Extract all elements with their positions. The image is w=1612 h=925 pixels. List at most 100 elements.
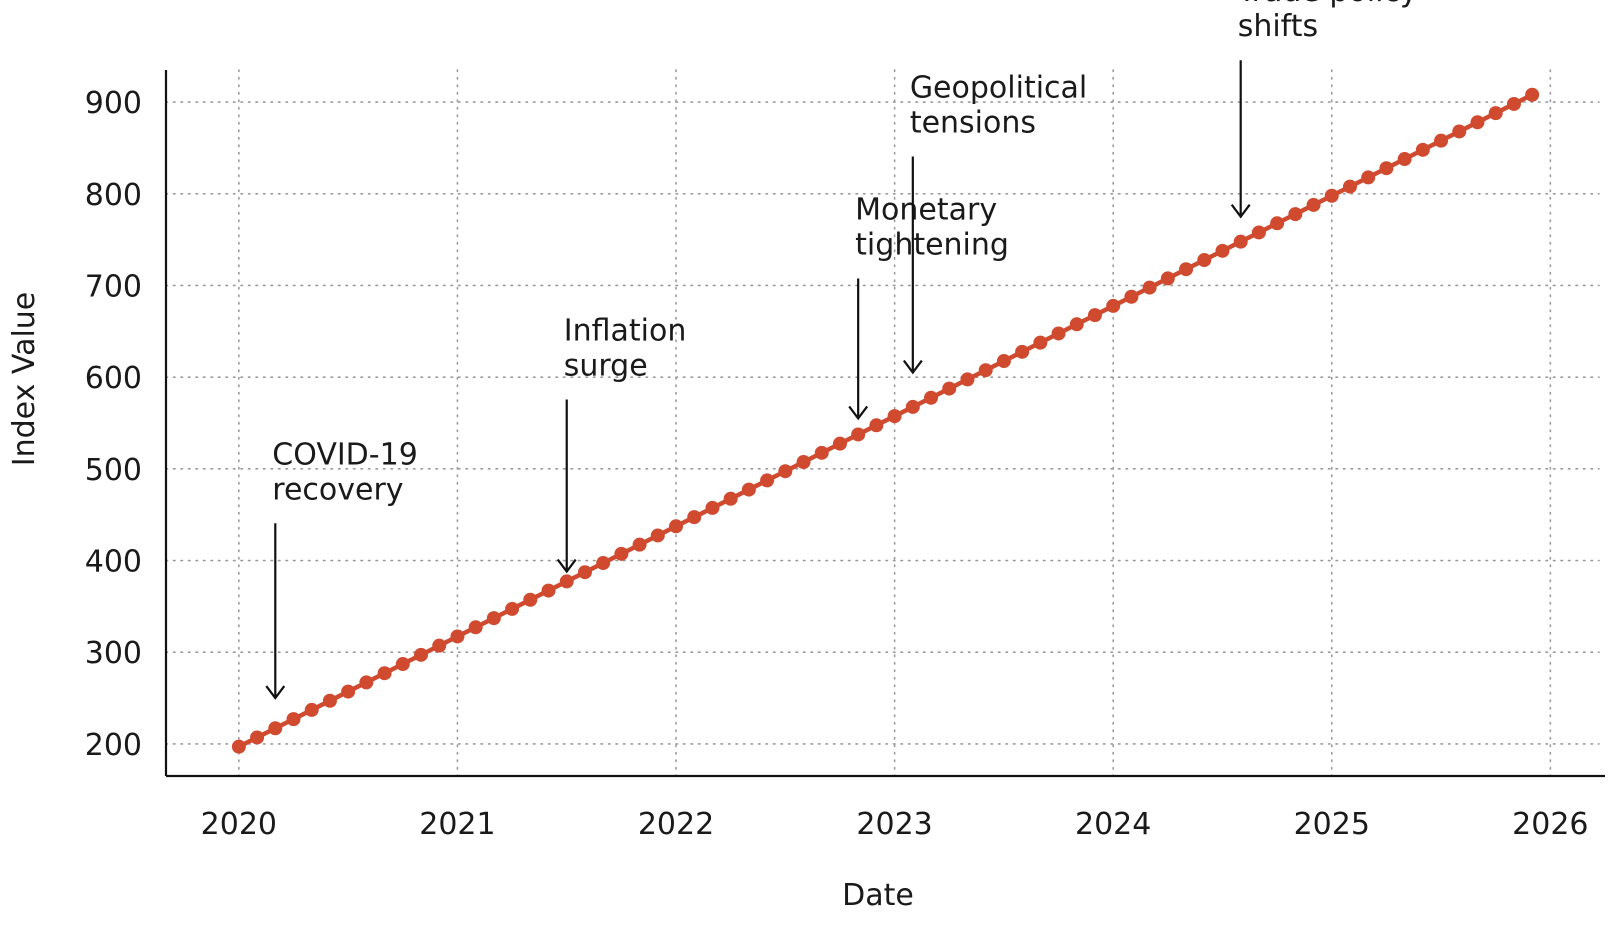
data-point (1033, 335, 1048, 350)
y-tick-label: 300 (85, 636, 142, 671)
data-point (614, 546, 629, 561)
data-point (268, 721, 283, 736)
data-point (1124, 289, 1139, 304)
y-tick-label: 800 (85, 178, 142, 213)
annotation-1: Inflation surge (556, 313, 687, 574)
x-tick-label: 2025 (1294, 807, 1370, 842)
data-point (1397, 152, 1412, 167)
data-point (705, 500, 720, 515)
data-point (996, 354, 1011, 369)
data-point (505, 601, 520, 616)
x-tick-label: 2024 (1075, 807, 1151, 842)
data-point (814, 445, 829, 460)
data-point (796, 455, 811, 470)
data-point (1251, 225, 1266, 240)
data-point (1452, 124, 1467, 139)
x-tick-label: 2022 (638, 807, 714, 842)
series-line (231, 87, 1540, 754)
data-point (486, 611, 501, 626)
data-point (231, 739, 246, 754)
data-point (1160, 271, 1175, 286)
data-point (869, 418, 884, 433)
data-point (1470, 115, 1485, 130)
data-point (1288, 207, 1303, 222)
y-tick-label: 500 (85, 453, 142, 488)
x-tick-label: 2026 (1512, 807, 1588, 842)
data-point (468, 620, 483, 635)
grid-lines (165, 69, 1600, 777)
data-point (1306, 197, 1321, 212)
axes (164, 70, 1605, 778)
data-point (723, 491, 738, 506)
data-point (1324, 188, 1339, 203)
data-point (395, 657, 410, 672)
data-point (1434, 133, 1449, 148)
data-point (377, 666, 392, 681)
data-point (778, 464, 793, 479)
annotation-label: COVID-19 recovery (272, 437, 418, 507)
data-point (960, 372, 975, 387)
annotation-3: Geopolitical tensions (902, 71, 1087, 375)
data-point (250, 730, 265, 745)
data-point (322, 693, 337, 708)
y-tick-label: 900 (85, 86, 142, 121)
data-point (1069, 317, 1084, 332)
y-tick-label: 700 (85, 269, 142, 304)
annotation-label: Monetary tightening (855, 192, 1009, 262)
data-point (341, 684, 356, 699)
data-point (650, 528, 665, 543)
annotation-label: Geopolitical tensions (910, 71, 1087, 141)
data-point (1051, 326, 1066, 341)
data-point (669, 519, 684, 534)
data-point (1506, 96, 1521, 111)
annotation-4: Trade policyshifts (1230, 0, 1418, 219)
data-point (1488, 106, 1503, 121)
data-point (632, 537, 647, 552)
x-tick-label: 2021 (419, 807, 495, 842)
data-point (1015, 344, 1030, 359)
data-point (596, 556, 611, 571)
data-point (414, 647, 429, 662)
annotation-label: Trade policyshifts (1237, 0, 1418, 44)
data-point (450, 629, 465, 644)
data-point (523, 592, 538, 607)
data-point (1215, 243, 1230, 258)
data-point (905, 399, 920, 414)
x-tick-label: 2020 (201, 807, 277, 842)
data-point (1106, 298, 1121, 313)
y-tick-label: 200 (85, 728, 142, 763)
data-point (1087, 308, 1102, 323)
y-axis-title: Index Value (7, 292, 42, 467)
data-point (1142, 280, 1157, 295)
data-point (687, 510, 702, 525)
data-point (304, 702, 319, 717)
annotation-arrow-head (848, 405, 869, 421)
data-point (760, 473, 775, 488)
annotation-arrow-head (1230, 204, 1251, 219)
data-point (1233, 234, 1248, 249)
data-point (1415, 142, 1430, 157)
data-point (577, 565, 592, 580)
data-point (741, 482, 756, 497)
data-point (851, 427, 866, 442)
annotation-arrow-head (902, 359, 923, 375)
annotation-2: Monetary tightening (848, 192, 1009, 421)
x-axis-title: Date (842, 878, 914, 913)
data-point (359, 675, 374, 690)
y-tick-label: 600 (85, 361, 142, 396)
data-point (1179, 262, 1194, 277)
data-point (559, 574, 574, 589)
data-point (887, 409, 902, 424)
annotations: COVID-19 recovery Inflation surge Monetary ti… (265, 0, 1418, 700)
annotation-label: Inflation surge (564, 313, 687, 383)
data-point (1342, 179, 1357, 194)
data-point (1270, 216, 1285, 231)
data-point (1197, 253, 1212, 268)
tick-labels: 200 300 400 500 600 700 800 900 2020 2021 2022 2023… (85, 86, 1589, 842)
data-point (832, 436, 847, 451)
data-point (978, 363, 993, 378)
annotation-arrow-head (265, 685, 286, 700)
data-point (942, 381, 957, 396)
